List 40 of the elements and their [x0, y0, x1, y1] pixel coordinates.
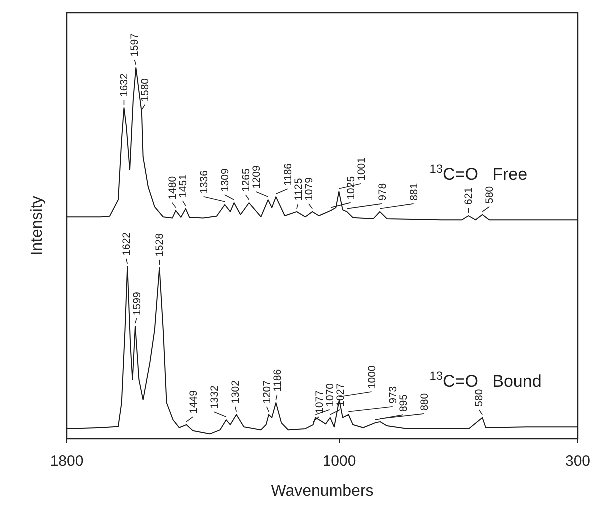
- y-axis-title: Intensity: [29, 196, 46, 256]
- annotation: 1599: [131, 292, 144, 316]
- annotation: 1001: [356, 157, 368, 181]
- annotation: 973: [387, 386, 400, 404]
- x-tick-label: 1000: [322, 453, 356, 470]
- annotation: 1000: [366, 366, 378, 390]
- annotation: 1302: [230, 380, 242, 404]
- annotation: 1125: [292, 178, 305, 201]
- annotation: 1265: [240, 168, 252, 192]
- annotation: 1449: [188, 390, 200, 414]
- annotation: 1580: [140, 78, 152, 102]
- annotation: 1070: [324, 383, 336, 407]
- annotation: 1480: [166, 176, 179, 200]
- annotation: 1332: [208, 386, 221, 410]
- annotation: 1336: [198, 170, 210, 194]
- annotation: 1597: [129, 33, 142, 57]
- annotation: 881: [408, 183, 420, 201]
- annotation: 1025: [345, 176, 358, 200]
- annotation: 1186: [272, 369, 284, 392]
- x-tick-label: 300: [565, 453, 591, 470]
- annotation: 1077: [314, 390, 326, 414]
- annotation: 621: [463, 187, 476, 205]
- annotation: 1309: [219, 168, 232, 192]
- annotation: 1451: [177, 174, 190, 198]
- annotation: 1209: [250, 166, 263, 190]
- annotation: 1027: [334, 383, 347, 407]
- annotation: 1632: [118, 74, 131, 98]
- annotation: 1079: [303, 177, 316, 201]
- text: $^{13}$C=O Free: [430, 162, 528, 184]
- annotation: 580: [474, 389, 486, 407]
- annotation: 978: [376, 183, 389, 201]
- annotation: 580: [484, 186, 496, 204]
- annotation: 1528: [154, 233, 166, 257]
- annotation: 1622: [120, 232, 133, 256]
- x-axis-title: Wavenumbers: [271, 483, 374, 500]
- annotation: 1186: [282, 163, 294, 186]
- annotation: 880: [418, 393, 431, 411]
- annotation: 895: [398, 394, 410, 412]
- x-tick-label: 1800: [50, 453, 84, 470]
- annotation: 1207: [261, 380, 274, 404]
